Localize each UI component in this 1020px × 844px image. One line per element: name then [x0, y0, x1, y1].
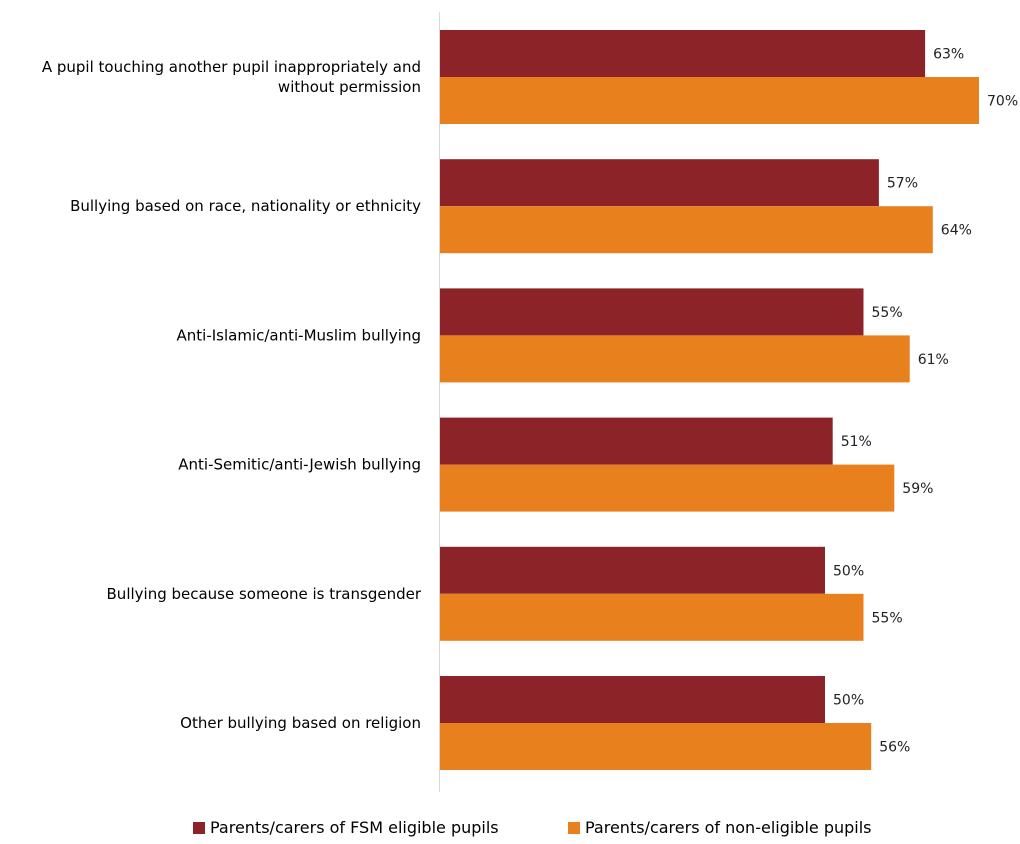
legend-label-non-eligible: Parents/carers of non-eligible pupils	[585, 818, 872, 838]
bar-non-eligible	[440, 335, 910, 382]
bar-non-eligible	[440, 465, 894, 512]
legend-item-fsm: Parents/carers of FSM eligible pupils	[193, 818, 499, 838]
category-label: Other bullying based on religion	[180, 714, 421, 732]
data-label: 55%	[872, 305, 903, 321]
data-label: 55%	[872, 610, 903, 626]
legend-swatch-fsm	[193, 822, 205, 834]
category-label: Anti-Semitic/anti-Jewish bullying	[178, 456, 421, 474]
bar-chart: A pupil touching another pupil inappropr…	[0, 0, 1020, 810]
bar-fsm	[440, 418, 833, 465]
category-label: Bullying based on race, nationality or e…	[70, 197, 421, 215]
bar-fsm	[440, 288, 864, 335]
data-label: 59%	[902, 481, 933, 497]
data-label: 50%	[833, 693, 864, 709]
bar-fsm	[440, 159, 879, 206]
bar-non-eligible	[440, 77, 979, 124]
category-label: A pupil touching another pupil inappropr…	[42, 58, 421, 96]
bar-fsm	[440, 676, 825, 723]
data-label: 51%	[841, 434, 872, 450]
data-label: 70%	[987, 94, 1018, 110]
bar-fsm	[440, 30, 925, 77]
legend-label-fsm: Parents/carers of FSM eligible pupils	[210, 818, 499, 838]
data-label: 50%	[833, 563, 864, 579]
bar-fsm	[440, 547, 825, 594]
bar-non-eligible	[440, 594, 864, 641]
legend-item-non-eligible: Parents/carers of non-eligible pupils	[568, 818, 872, 838]
data-label: 57%	[887, 176, 918, 192]
data-label: 56%	[879, 740, 910, 756]
data-label: 64%	[941, 223, 972, 239]
bar-non-eligible	[440, 723, 871, 770]
legend-swatch-non-eligible	[568, 822, 580, 834]
data-label: 63%	[933, 47, 964, 63]
category-label: Bullying because someone is transgender	[107, 585, 422, 603]
category-label: Anti-Islamic/anti-Muslim bullying	[177, 326, 421, 344]
data-label: 61%	[918, 352, 949, 368]
bar-non-eligible	[440, 206, 933, 253]
legend: Parents/carers of FSM eligible pupils Pa…	[0, 818, 1020, 844]
